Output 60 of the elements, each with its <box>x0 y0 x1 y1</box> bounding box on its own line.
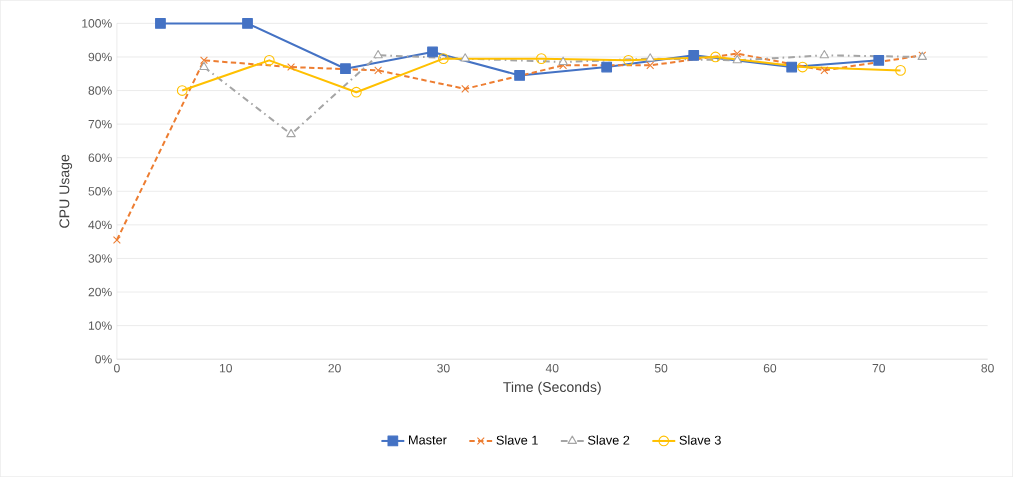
legend-label: Slave 1 <box>496 435 538 445</box>
point <box>820 66 829 75</box>
y-tick-label: 10% <box>88 321 112 330</box>
point <box>895 64 906 76</box>
point <box>155 17 166 29</box>
point <box>536 53 547 64</box>
point <box>645 53 655 62</box>
point <box>200 56 208 65</box>
legend-label: Slave 3 <box>679 435 721 445</box>
y-tick-label: 40% <box>88 220 112 230</box>
legend-label: Master <box>409 435 447 445</box>
y-tick-label: 90% <box>88 52 112 62</box>
point <box>873 54 885 66</box>
y-tick-label: 100% <box>82 19 112 28</box>
point <box>438 53 449 64</box>
point <box>373 49 383 59</box>
point <box>819 49 830 59</box>
point <box>558 56 568 65</box>
point <box>710 51 721 63</box>
point <box>460 53 470 62</box>
point <box>461 84 470 93</box>
x-axis-title: Time (Seconds) <box>503 381 601 395</box>
point <box>112 235 121 244</box>
point <box>374 66 383 75</box>
point <box>797 61 808 73</box>
point <box>263 54 275 66</box>
point <box>427 46 438 58</box>
point <box>340 63 351 75</box>
y-tick-label: 60% <box>88 153 112 162</box>
y-tick-label: 30% <box>88 254 112 263</box>
point <box>350 86 362 98</box>
x-tick-label: 0 <box>114 363 120 373</box>
y-axis-title: CPU Usage <box>59 154 73 228</box>
point <box>514 70 525 81</box>
y-tick-label: 0% <box>95 354 112 364</box>
legend-label: Slave 2 <box>588 435 630 445</box>
point <box>199 61 209 70</box>
x-tick-label: 80 <box>981 363 994 373</box>
x-tick-label: 40 <box>545 363 559 373</box>
point <box>176 85 188 96</box>
point <box>688 49 700 61</box>
y-tick-label: 20% <box>88 287 112 297</box>
point <box>646 61 655 70</box>
point <box>623 54 634 66</box>
point <box>287 63 295 71</box>
x-tick-label: 60 <box>763 363 777 373</box>
point <box>732 54 742 64</box>
x-tick-label: 10 <box>219 363 232 373</box>
point <box>733 49 742 58</box>
y-tick-label: 80% <box>88 86 112 95</box>
x-tick-label: 20 <box>328 363 341 373</box>
point <box>601 61 613 73</box>
x-tick-label: 30 <box>437 363 450 373</box>
y-tick-label: 50% <box>88 186 112 196</box>
point <box>286 128 296 138</box>
x-tick-label: 70 <box>872 363 885 373</box>
point <box>786 61 798 73</box>
point <box>242 17 253 29</box>
x-tick-label: 50 <box>654 363 668 373</box>
y-tick-label: 70% <box>88 119 112 129</box>
